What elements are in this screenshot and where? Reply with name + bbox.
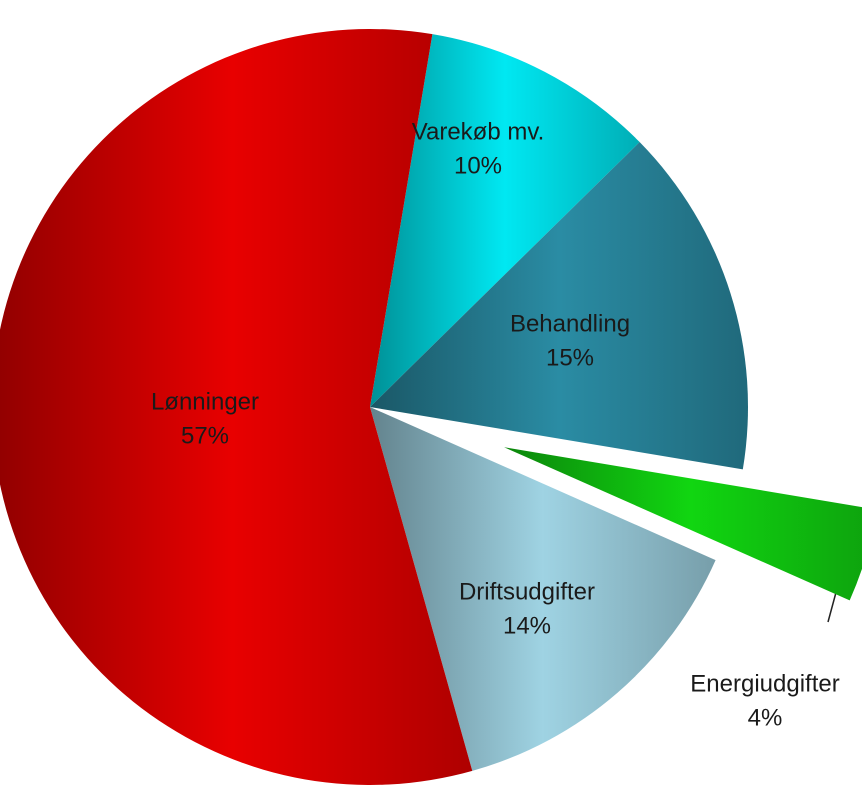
slice-label: Varekøb mv. xyxy=(412,118,544,145)
pie-slice xyxy=(504,447,862,601)
pie-slice xyxy=(370,407,716,771)
slice-value: 15% xyxy=(546,344,594,371)
slice-value: 10% xyxy=(454,152,502,179)
pie-slice xyxy=(370,142,748,470)
pie-slice xyxy=(0,29,473,785)
slice-label: Driftsudgifter xyxy=(459,578,595,605)
slice-value: 57% xyxy=(181,422,229,449)
pie-slice xyxy=(370,34,640,407)
slice-label: Lønninger xyxy=(151,388,259,415)
slice-label: Behandling xyxy=(510,310,630,337)
slice-value: 14% xyxy=(503,612,551,639)
slice-label: Energiudgifter xyxy=(690,670,839,697)
slice-value: 4% xyxy=(748,704,783,731)
